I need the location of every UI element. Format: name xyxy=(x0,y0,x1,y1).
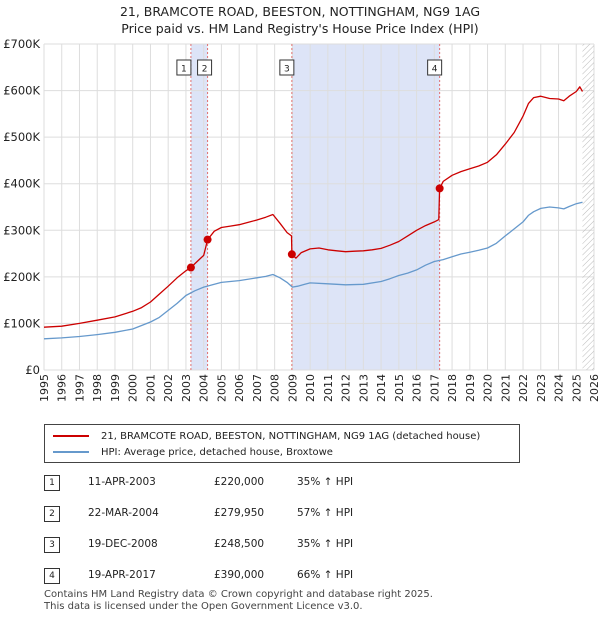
sale-point xyxy=(287,250,296,259)
x-tick-label: 2018 xyxy=(446,374,459,402)
sale-label-box xyxy=(197,59,213,76)
sale-label: 1 xyxy=(181,65,187,75)
transaction-row: 1 11-APR-2003 £220,000 35% ↑ HPI xyxy=(44,472,404,492)
ownership-period-shade xyxy=(291,44,440,370)
x-tick-label: 2022 xyxy=(517,374,530,402)
transaction-row: 4 19-APR-2017 £390,000 66% ↑ HPI xyxy=(44,565,404,585)
x-tick-label: 2014 xyxy=(375,374,388,402)
x-tick-label: 2005 xyxy=(215,374,228,402)
x-tick-label: 1996 xyxy=(56,374,69,402)
x-tick-label: 2009 xyxy=(286,374,299,402)
transaction-number: 1 xyxy=(44,475,60,491)
transaction-date: 19-APR-2017 xyxy=(88,569,156,581)
projection-hatch xyxy=(582,44,594,370)
sale-label: 3 xyxy=(284,65,290,75)
transaction-date: 11-APR-2003 xyxy=(88,476,156,488)
transaction-hpi-diff: 35% ↑ HPI xyxy=(297,538,354,550)
legend-item-property: 21, BRAMCOTE ROAD, BEESTON, NOTTINGHAM, … xyxy=(53,429,480,443)
x-tick-label: 2004 xyxy=(198,374,211,402)
transaction-date: 22-MAR-2004 xyxy=(88,507,159,519)
sale-point xyxy=(203,235,212,244)
x-tick-label: 2015 xyxy=(393,374,406,402)
y-tick-label: £600K xyxy=(3,84,40,98)
sale-label-box xyxy=(427,59,443,76)
x-tick-label: 2011 xyxy=(322,374,335,402)
transaction-number: 2 xyxy=(44,506,60,522)
y-tick-label: £0 xyxy=(25,363,40,377)
hpi-line xyxy=(43,201,583,340)
property-price-line xyxy=(43,86,584,328)
x-tick-label: 1998 xyxy=(91,374,104,402)
x-tick-label: 2017 xyxy=(428,374,441,402)
hpi-swatch xyxy=(53,451,89,453)
legend-hpi-label: HPI: Average price, detached house, Brox… xyxy=(101,446,333,458)
sale-point xyxy=(435,184,444,193)
x-tick-label: 2000 xyxy=(127,374,140,402)
y-tick-label: £200K xyxy=(3,270,40,284)
y-tick-label: £400K xyxy=(3,177,40,191)
x-tick-label: 1995 xyxy=(38,374,51,402)
x-tick-label: 1999 xyxy=(109,374,122,402)
transaction-price: £220,000 xyxy=(214,476,265,488)
x-tick-label: 2025 xyxy=(570,374,583,402)
x-tick-label: 2019 xyxy=(464,374,477,402)
legend: 21, BRAMCOTE ROAD, BEESTON, NOTTINGHAM, … xyxy=(44,424,520,463)
transaction-date: 19-DEC-2008 xyxy=(88,538,158,550)
sale-label: 4 xyxy=(432,65,438,75)
x-tick-label: 2021 xyxy=(499,374,512,402)
sale-label-box xyxy=(176,59,192,76)
x-tick-label: 2001 xyxy=(144,374,157,402)
transaction-row: 2 22-MAR-2004 £279,950 57% ↑ HPI xyxy=(44,503,404,523)
x-tick-label: 2010 xyxy=(304,374,317,402)
transaction-price: £248,500 xyxy=(214,538,265,550)
x-tick-label: 2013 xyxy=(357,374,370,402)
transaction-number: 4 xyxy=(44,568,60,584)
transaction-price: £279,950 xyxy=(214,507,265,519)
x-tick-label: 2016 xyxy=(411,374,424,402)
property-swatch xyxy=(53,435,89,437)
x-tick-label: 2012 xyxy=(340,374,353,402)
x-tick-label: 2023 xyxy=(535,374,548,402)
x-tick-label: 2020 xyxy=(482,374,495,402)
transaction-number: 3 xyxy=(44,537,60,553)
sale-label-box xyxy=(279,59,295,76)
legend-item-hpi: HPI: Average price, detached house, Brox… xyxy=(53,445,333,459)
x-tick-label: 2003 xyxy=(180,374,193,402)
chart-title: 21, BRAMCOTE ROAD, BEESTON, NOTTINGHAM, … xyxy=(119,4,481,19)
y-tick-label: £500K xyxy=(3,130,40,144)
price-chart: 1 2 3 4 £0 £100K £200K £300K £400K £500K £600K £70… xyxy=(3,37,600,402)
x-tick-label: 2024 xyxy=(553,374,566,402)
x-tick-label: 2008 xyxy=(269,374,282,402)
sale-label: 2 xyxy=(202,65,208,75)
x-tick-label: 1997 xyxy=(73,374,86,402)
y-tick-label: £300K xyxy=(3,223,40,237)
x-tick-label: 2026 xyxy=(588,374,600,402)
footer-copyright: Contains HM Land Registry data © Crown c… xyxy=(44,589,433,600)
transaction-row: 3 19-DEC-2008 £248,500 35% ↑ HPI xyxy=(44,534,404,554)
sale-point xyxy=(186,263,195,272)
transaction-hpi-diff: 66% ↑ HPI xyxy=(297,569,354,581)
transaction-hpi-diff: 57% ↑ HPI xyxy=(297,507,354,519)
y-tick-label: £700K xyxy=(3,37,40,51)
ownership-period-shade xyxy=(190,44,208,370)
chart-subtitle: Price paid vs. HM Land Registry's House … xyxy=(121,21,479,36)
footer-licence: This data is licensed under the Open Gov… xyxy=(44,601,363,612)
x-tick-label: 2002 xyxy=(162,374,175,402)
transaction-price: £390,000 xyxy=(214,569,265,581)
x-tick-label: 2006 xyxy=(233,374,246,402)
transaction-hpi-diff: 35% ↑ HPI xyxy=(297,476,354,488)
x-tick-label: 2007 xyxy=(251,374,264,402)
y-tick-label: £100K xyxy=(3,316,40,330)
legend-property-label: 21, BRAMCOTE ROAD, BEESTON, NOTTINGHAM, … xyxy=(101,430,481,442)
